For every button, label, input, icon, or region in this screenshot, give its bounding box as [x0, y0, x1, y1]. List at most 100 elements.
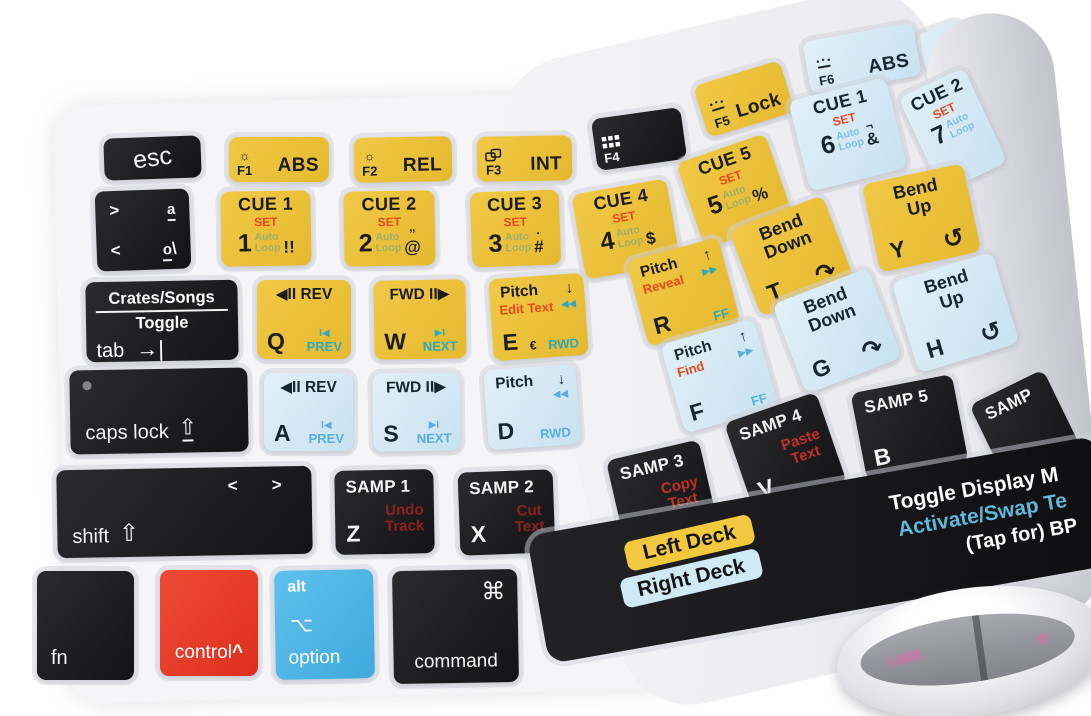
key-letter: D: [496, 417, 516, 445]
key-shift: < > shift ⇧: [56, 465, 313, 559]
key-option: alt ⌥ option: [274, 569, 375, 680]
key-s-fwd: FWD II▶ S ▶I NEXT: [372, 372, 461, 452]
rev-label: ◀II REV: [275, 286, 333, 303]
cue-title: CUE 3: [486, 193, 543, 215]
up-label: Up: [937, 286, 967, 314]
edit-text-label: Edit Text: [498, 298, 554, 318]
key-number: 1: [237, 229, 252, 258]
bend-down-arrow-icon: ↷: [857, 332, 888, 366]
key-f2: ☼ F2 REL: [353, 136, 453, 183]
rev-label: ◀II REV: [280, 379, 337, 396]
shift-symbol: @: [404, 237, 422, 257]
key-letter: S: [383, 420, 399, 447]
bend-up-arrow-icon: ↺: [940, 222, 967, 255]
key-letter: B: [871, 442, 894, 472]
caps-lock-label: caps lock: [85, 420, 169, 445]
key-letter: Z: [346, 520, 361, 547]
caps-indicator-dot: [82, 381, 92, 391]
backslash-symbol: \: [171, 238, 177, 258]
cue-title: CUE 1: [237, 193, 294, 215]
key-e-pitch-down: Pitch ↓ Edit Text ◀◀ E € RWD: [488, 272, 589, 362]
control-caret-icon: ^: [231, 642, 244, 663]
fast-forward-icon: ▶▶: [700, 263, 719, 279]
loop-label: Loop: [505, 241, 532, 255]
toggle-label: Toggle: [135, 313, 189, 333]
ghost-print: 9: [1036, 629, 1050, 649]
key-z-samp1: SAMP 1 Undo Track Z: [334, 469, 435, 555]
rwd-label: RWD: [539, 424, 572, 442]
key-w-fwd: FWD II▶ W ▶I NEXT: [373, 279, 467, 360]
key-3-cue3: CUE 3 SET 3 Auto Loop · #: [469, 189, 562, 268]
key-f6: F6 ABS: [802, 22, 922, 95]
key-number: 3: [488, 229, 503, 258]
key-f1-fn: ☼ F1: [237, 149, 252, 177]
option-icon: ⌥: [289, 614, 314, 637]
brightness-icon: ☼: [363, 148, 376, 164]
keyboard-light-icon: [814, 57, 835, 73]
key-f3-fn: F3: [485, 148, 502, 178]
key-number: 6: [817, 129, 839, 161]
prev-icon: I◀: [319, 328, 330, 339]
fwd-label: FWD II▶: [385, 378, 447, 397]
prev-label: PREV: [306, 339, 342, 354]
fast-forward-icon: ▶▶: [736, 344, 755, 360]
shift-symbol: &: [864, 127, 881, 150]
set-label: SET: [503, 214, 528, 230]
pitch-label: Pitch: [494, 372, 534, 393]
alt-label: alt: [287, 578, 307, 596]
track-label: Track: [384, 517, 425, 535]
key-letter: A: [274, 420, 291, 446]
rwd-label: RWD: [547, 335, 580, 353]
greater-than-symbol: >: [108, 200, 120, 221]
key-f6-name: F6: [817, 71, 836, 89]
key-f5: F5 Lock: [693, 60, 795, 138]
key-d-pitch-down: Pitch ↓ ◀◀ D RWD: [483, 363, 581, 451]
key-letter: X: [470, 520, 487, 548]
key-f3-name: F3: [485, 162, 502, 178]
curl-opening: 000 l 9: [856, 601, 1080, 698]
key-f6-fn: F6: [814, 57, 838, 89]
deck-badges: Left Deck Right Deck: [618, 513, 764, 609]
key-number: 2: [358, 229, 373, 258]
greater-than-symbol: >: [271, 475, 282, 495]
key-2-cue2: CUE 2 SET 2 Auto Loop ’’ @: [343, 190, 436, 267]
launchpad-icon: [601, 134, 623, 150]
euro-symbol: €: [529, 338, 538, 353]
samp-title: SAMP 2: [468, 477, 535, 499]
key-a-rev: ◀II REV A I◀ PREV: [264, 373, 353, 451]
prev-icon: I◀: [321, 420, 332, 431]
shift-symbol: $: [644, 228, 658, 249]
less-than-symbol: <: [227, 476, 238, 496]
shift-symbol: #: [533, 237, 544, 257]
brightness-icon: ☼: [238, 148, 251, 163]
key-f1: ☼ F1 ABS: [229, 137, 329, 182]
option-label: option: [288, 646, 341, 669]
key-1-cue1: CUE 1 SET 1 Auto Loop !!: [220, 190, 312, 267]
loop-label: Loop: [375, 241, 402, 255]
key-f1-label: ABS: [277, 155, 319, 176]
shift-arrow-icon: ⇧: [118, 519, 140, 548]
key-f4-fn: F4: [601, 134, 625, 166]
key-letter: Q: [267, 328, 285, 354]
key-f2-name: F2: [362, 163, 378, 179]
fwd-label: FWD II▶: [389, 285, 450, 304]
command-icon: ⌘: [481, 578, 506, 606]
up-label: Up: [905, 195, 934, 220]
fn-label: fn: [51, 647, 68, 669]
control-label: control: [174, 642, 232, 663]
pitch-label: Pitch: [499, 281, 539, 302]
rewind-icon: ◀◀: [552, 387, 569, 401]
key-tab: Crates/Songs Toggle tab →|: [85, 279, 239, 363]
key-esc-label: esc: [131, 140, 174, 175]
tab-label: tab: [96, 339, 125, 363]
shift-label: shift: [72, 525, 110, 548]
next-icon: ▶I: [428, 419, 440, 431]
less-than-symbol: <: [110, 240, 121, 261]
key-letter: W: [384, 328, 407, 355]
ff-label: FF: [749, 390, 769, 409]
key-fn: fn: [37, 571, 134, 680]
key-f2-label: REL: [402, 154, 443, 177]
shift-symbol: !!: [283, 237, 295, 257]
key-q-rev: ◀II REV Q I◀ PREV: [257, 280, 351, 359]
keyboard-light-icon: [707, 99, 729, 117]
